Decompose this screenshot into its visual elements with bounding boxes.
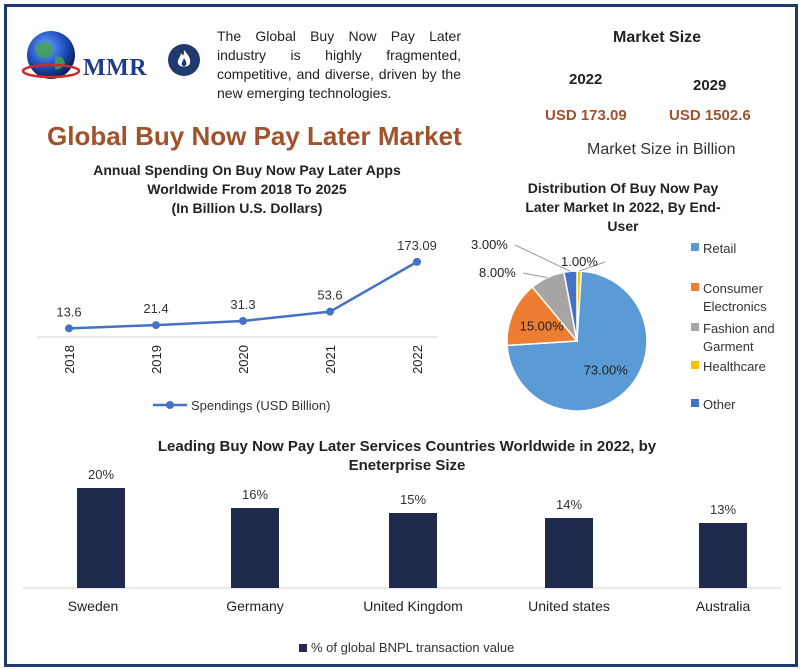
- bar-legend-label: % of global BNPL transaction value: [311, 640, 514, 655]
- pie-legend-label: Consumer: [703, 281, 764, 296]
- pie-data-label: 15.00%: [520, 319, 565, 334]
- logo-text: MMR: [83, 55, 148, 81]
- bar-chart: 20% Sweden 16% Germany 15% United Kingdom 14% U…: [23, 467, 781, 655]
- market-value-2022: USD 173.09: [545, 107, 627, 124]
- bar: [545, 518, 593, 588]
- bar-legend-swatch: [299, 644, 307, 652]
- pie-data-label: 73.00%: [584, 363, 629, 378]
- pie-chart: 73.00% 15.00% 8.00% 1.00% 3.00% Retail Consume…: [471, 237, 775, 412]
- line-x-tick-label: 2019: [149, 345, 164, 374]
- line-x-tick-label: 2021: [323, 345, 338, 374]
- line-x-tick-label: 2020: [236, 345, 251, 374]
- pie-chart-title-line: Later Market In 2022, By End-: [525, 199, 721, 215]
- bar-category-label: Germany: [226, 598, 284, 614]
- bar-category-label: United Kingdom: [363, 598, 463, 614]
- pie-data-label: 8.00%: [479, 265, 516, 280]
- pie-leader-line: [522, 272, 548, 279]
- bar-data-label: 16%: [242, 487, 268, 502]
- bar-data-label: 13%: [710, 502, 736, 517]
- line-chart: 13.6 21.4 31.3 53.6 173.09 2018 2019 2020 2021 20…: [37, 238, 437, 413]
- bar: [231, 508, 279, 588]
- line-chart-title-line: Annual Spending On Buy Now Pay Later App…: [93, 162, 401, 178]
- bar-chart-title: Leading Buy Now Pay Later Services Count…: [127, 437, 687, 475]
- line-legend-marker: [166, 401, 174, 409]
- market-year-2022: 2022: [569, 71, 603, 88]
- market-size-title: Market Size: [613, 29, 702, 46]
- flame-icon: [168, 44, 200, 76]
- market-year-2029: 2029: [693, 77, 727, 94]
- pie-legend-label: Other: [703, 397, 736, 412]
- line-data-label: 173.09: [397, 238, 437, 253]
- infographic-frame: MMR The Global Buy Now Pay Later industr…: [4, 4, 798, 667]
- pie-legend-swatch: [691, 361, 699, 369]
- bar-data-label: 20%: [88, 467, 114, 482]
- bar-category-label: United states: [528, 598, 610, 614]
- line-point: [152, 321, 160, 330]
- bar-data-label: 15%: [400, 492, 426, 507]
- pie-legend-label: Garment: [703, 339, 754, 354]
- market-size-note: Market Size in Billion: [587, 141, 736, 158]
- line-data-label: 13.6: [56, 304, 81, 319]
- pie-data-label: 1.00%: [561, 254, 598, 269]
- pie-chart-title-line: User: [607, 218, 639, 234]
- bar: [77, 488, 125, 588]
- pie-legend-swatch: [691, 283, 699, 291]
- pie-legend-swatch: [691, 323, 699, 331]
- bar-category-label: Australia: [696, 598, 751, 614]
- pie-leader-line: [514, 244, 571, 272]
- bar-chart-title-line: Eneterprise Size: [348, 457, 466, 474]
- pie-legend-swatch: [691, 243, 699, 251]
- pie-data-label: 3.00%: [471, 237, 508, 252]
- bar-chart-title-line: Leading Buy Now Pay Later Services Count…: [157, 438, 657, 455]
- pie-legend-label: Healthcare: [703, 359, 766, 374]
- globe-logo-icon: [21, 31, 81, 79]
- pie-legend-label: Fashion and: [703, 321, 775, 336]
- pie-slice: [506, 286, 579, 347]
- pie-leader-line: [579, 261, 606, 272]
- intro-paragraph: The Global Buy Now Pay Later industry is…: [217, 28, 461, 101]
- page-title: Global Buy Now Pay Later Market: [47, 121, 462, 151]
- bar-category-label: Sweden: [68, 598, 119, 614]
- line-data-label: 21.4: [143, 301, 168, 316]
- bar: [389, 513, 437, 588]
- line-chart-title: Annual Spending On Buy Now Pay Later App…: [57, 161, 437, 218]
- line-point: [326, 307, 334, 316]
- line-data-label: 31.3: [230, 297, 255, 312]
- line-chart-title-line: (In Billion U.S. Dollars): [171, 200, 323, 216]
- pie-chart-title: Distribution Of Buy Now Pay Later Market…: [493, 179, 753, 236]
- line-legend-label: Spendings (USD Billion): [191, 398, 330, 413]
- line-point: [239, 316, 247, 325]
- bar: [699, 523, 747, 588]
- line-x-tick-label: 2018: [62, 345, 77, 374]
- market-value-2029: USD 1502.6: [669, 107, 751, 124]
- line-point: [65, 324, 73, 333]
- pie-chart-title-line: Distribution Of Buy Now Pay: [527, 180, 719, 196]
- pie-legend-swatch: [691, 399, 699, 407]
- line-chart-title-line: Worldwide From 2018 To 2025: [147, 181, 347, 197]
- line-data-label: 53.6: [317, 288, 342, 303]
- line-x-tick-label: 2022: [410, 345, 425, 374]
- bar-data-label: 14%: [556, 497, 582, 512]
- line-point: [413, 257, 421, 266]
- pie-legend-label: Electronics: [703, 299, 767, 314]
- pie-legend-label: Retail: [703, 241, 736, 256]
